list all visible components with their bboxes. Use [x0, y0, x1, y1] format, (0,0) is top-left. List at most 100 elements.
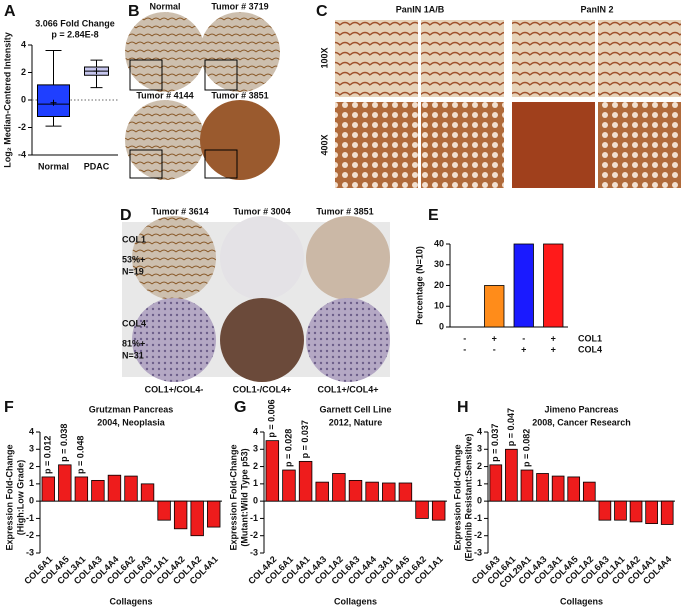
x-tick-label: PDAC [84, 161, 110, 171]
bar [543, 243, 564, 328]
y-tick-label: 2 [29, 461, 34, 471]
panel-letter: E [428, 207, 439, 224]
tissue-image [512, 20, 595, 97]
row-label: COL4 [122, 318, 146, 328]
sign-row-label: COL1 [578, 333, 602, 343]
p-value-label: p = 0.047 [506, 408, 516, 446]
bar [298, 460, 313, 502]
y-tick-label: -1 [26, 513, 34, 523]
chart-title: 3.066 Fold Change [35, 18, 115, 28]
row-label: 400X [319, 134, 329, 155]
mean-marker [50, 99, 57, 106]
panel-letter: D [120, 207, 132, 224]
chart-title: 2004, Neoplasia [97, 417, 166, 427]
y-tick-label: -2 [26, 530, 34, 540]
column-label: Tumor # 3614 [151, 206, 208, 216]
y-tick-label: 2 [21, 67, 26, 77]
sign-label: - [463, 333, 466, 343]
sign-label: + [521, 344, 526, 354]
column-footer: COL1+/COL4+ [317, 384, 378, 394]
y-tick-label: 2 [253, 461, 258, 471]
p-value-label: p = 0.006 [267, 399, 277, 437]
y-axis-label: Expression Fold-Change [228, 444, 238, 550]
bar [348, 479, 363, 502]
column-footer: COL1-/COL4+ [233, 384, 292, 394]
y-tick-label: 1 [253, 478, 258, 488]
row-percent: 53%+ [122, 254, 145, 264]
y-tick-label: 2 [477, 461, 482, 471]
bar [536, 473, 549, 502]
tissue-image [200, 100, 280, 180]
bar [567, 476, 581, 502]
panel-c: PanIN 1A/B PanIN 2 100X 400X [319, 4, 681, 188]
bar [124, 475, 138, 502]
y-axis-label: Expression Fold-Change [452, 444, 462, 550]
panel-letter: H [457, 399, 469, 416]
tissue-image [335, 20, 418, 97]
tissue-image [598, 20, 681, 97]
y-tick-label: -3 [250, 547, 258, 557]
y-tick-label: 4 [477, 426, 482, 436]
y-tick-label: -1 [474, 513, 482, 523]
y-axis-label: (Erlotinib Resistant:Sensitive) [463, 433, 473, 561]
p-value-label: p = 0.028 [283, 429, 293, 467]
bar [173, 500, 188, 530]
column-label: Tumor # 3004 [233, 206, 290, 216]
bar [582, 481, 596, 502]
tissue-image [220, 298, 304, 382]
row-n: N=31 [122, 350, 144, 360]
tissue-image [335, 102, 418, 188]
bar [265, 440, 280, 502]
bar [157, 500, 171, 521]
y-axis-label: (Mutant:Wild Type p53) [239, 448, 249, 546]
chart-title: 2008, Cancer Research [532, 417, 631, 427]
inset-box [129, 149, 163, 179]
y-tick-label: 4 [253, 426, 258, 436]
bar [332, 473, 346, 502]
bar [551, 475, 565, 502]
tissue-image [306, 216, 390, 300]
tissue-image [220, 216, 304, 300]
bar [140, 483, 155, 502]
panel-letter: A [4, 3, 16, 20]
chart-title: Grutzman Pancreas [89, 404, 174, 414]
image-label: Tumor # 3851 [211, 90, 268, 100]
bar [431, 500, 446, 521]
bar [598, 500, 612, 521]
chart-title: p = 2.84E-8 [51, 29, 98, 39]
bar [107, 474, 122, 502]
p-value-label: p = 0.038 [59, 424, 69, 462]
column-label: PanIN 2 [580, 4, 613, 14]
column-footer: COL1+/COL4- [145, 384, 204, 394]
panel-letter: F [4, 399, 14, 416]
p-value-label: p = 0.037 [300, 420, 310, 458]
panel-letter: G [234, 399, 246, 416]
image-label: Tumor # 3719 [211, 1, 268, 11]
sign-row-label: COL4 [578, 344, 602, 354]
sign-label: + [492, 333, 497, 343]
bar [74, 476, 89, 502]
sign-label: + [551, 344, 556, 354]
tissue-image [306, 298, 390, 382]
bar [415, 500, 429, 519]
y-tick-label: -4 [18, 149, 26, 159]
x-axis-label: Collagens [560, 596, 603, 606]
y-tick-label: 0 [21, 94, 26, 104]
bar [520, 469, 534, 502]
bar [190, 500, 204, 537]
y-tick-label: -2 [250, 530, 258, 540]
tissue-image [132, 216, 216, 300]
y-tick-label: -1 [250, 513, 258, 523]
panel-b: Normal Tumor # 3719 Tumor # 4144 Tumor #… [125, 1, 280, 180]
x-axis-label: Collagens [334, 596, 377, 606]
bar [660, 500, 674, 525]
y-tick-label: 0 [29, 496, 34, 506]
y-tick-label: 3 [29, 444, 34, 454]
row-percent: 81%+ [122, 338, 145, 348]
tissue-image [125, 12, 205, 92]
y-tick-label: 0 [253, 496, 258, 506]
y-tick-label: 0 [439, 321, 444, 331]
bar [505, 448, 518, 502]
